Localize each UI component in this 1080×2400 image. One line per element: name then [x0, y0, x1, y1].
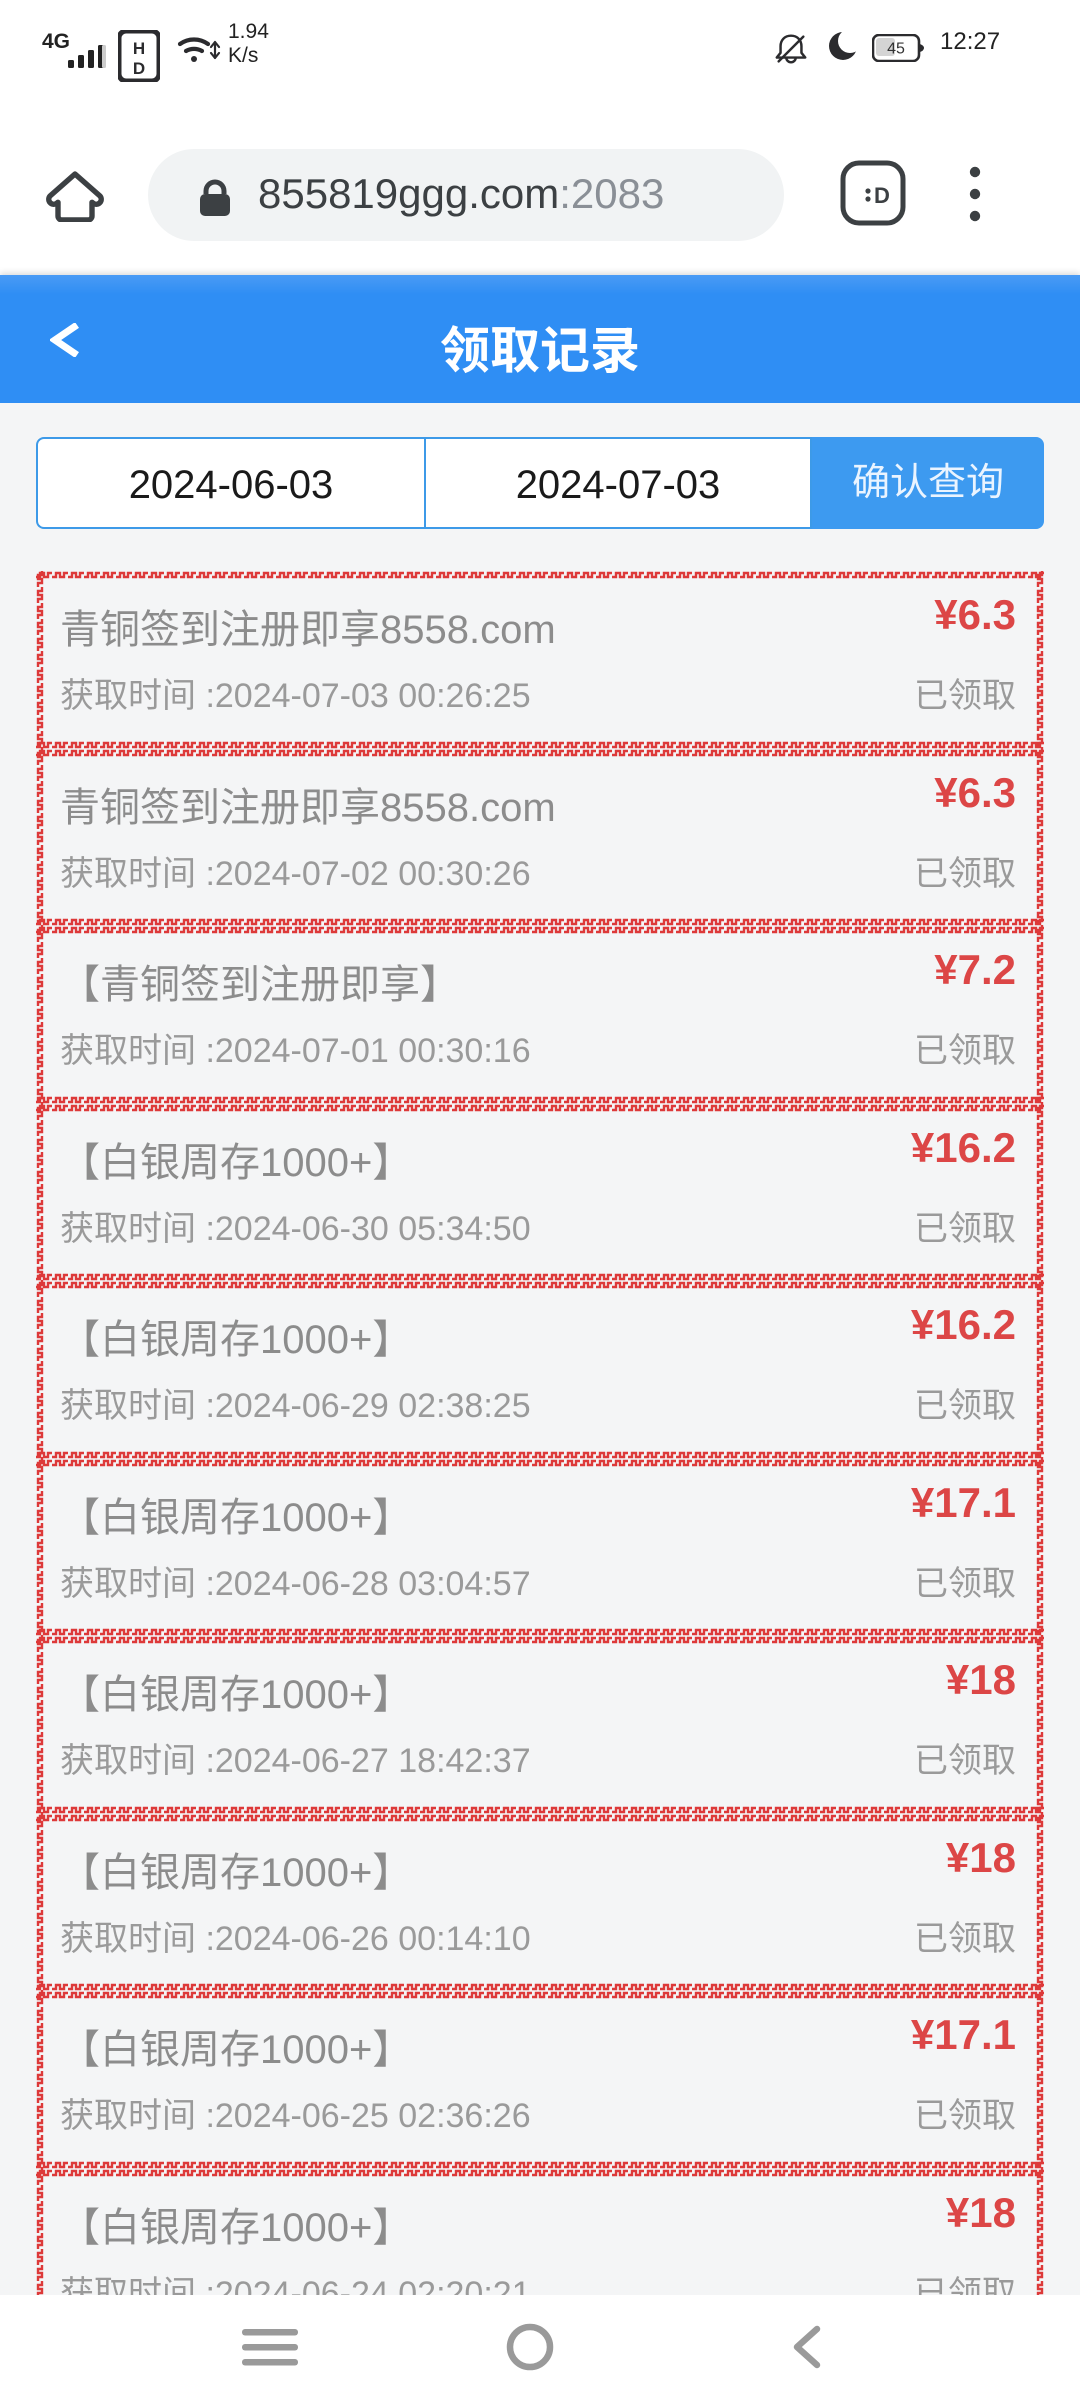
- svg-text:H: H: [133, 39, 145, 58]
- svg-text:D: D: [133, 59, 145, 78]
- svg-text:45: 45: [887, 41, 905, 58]
- svg-text:D: D: [874, 183, 890, 208]
